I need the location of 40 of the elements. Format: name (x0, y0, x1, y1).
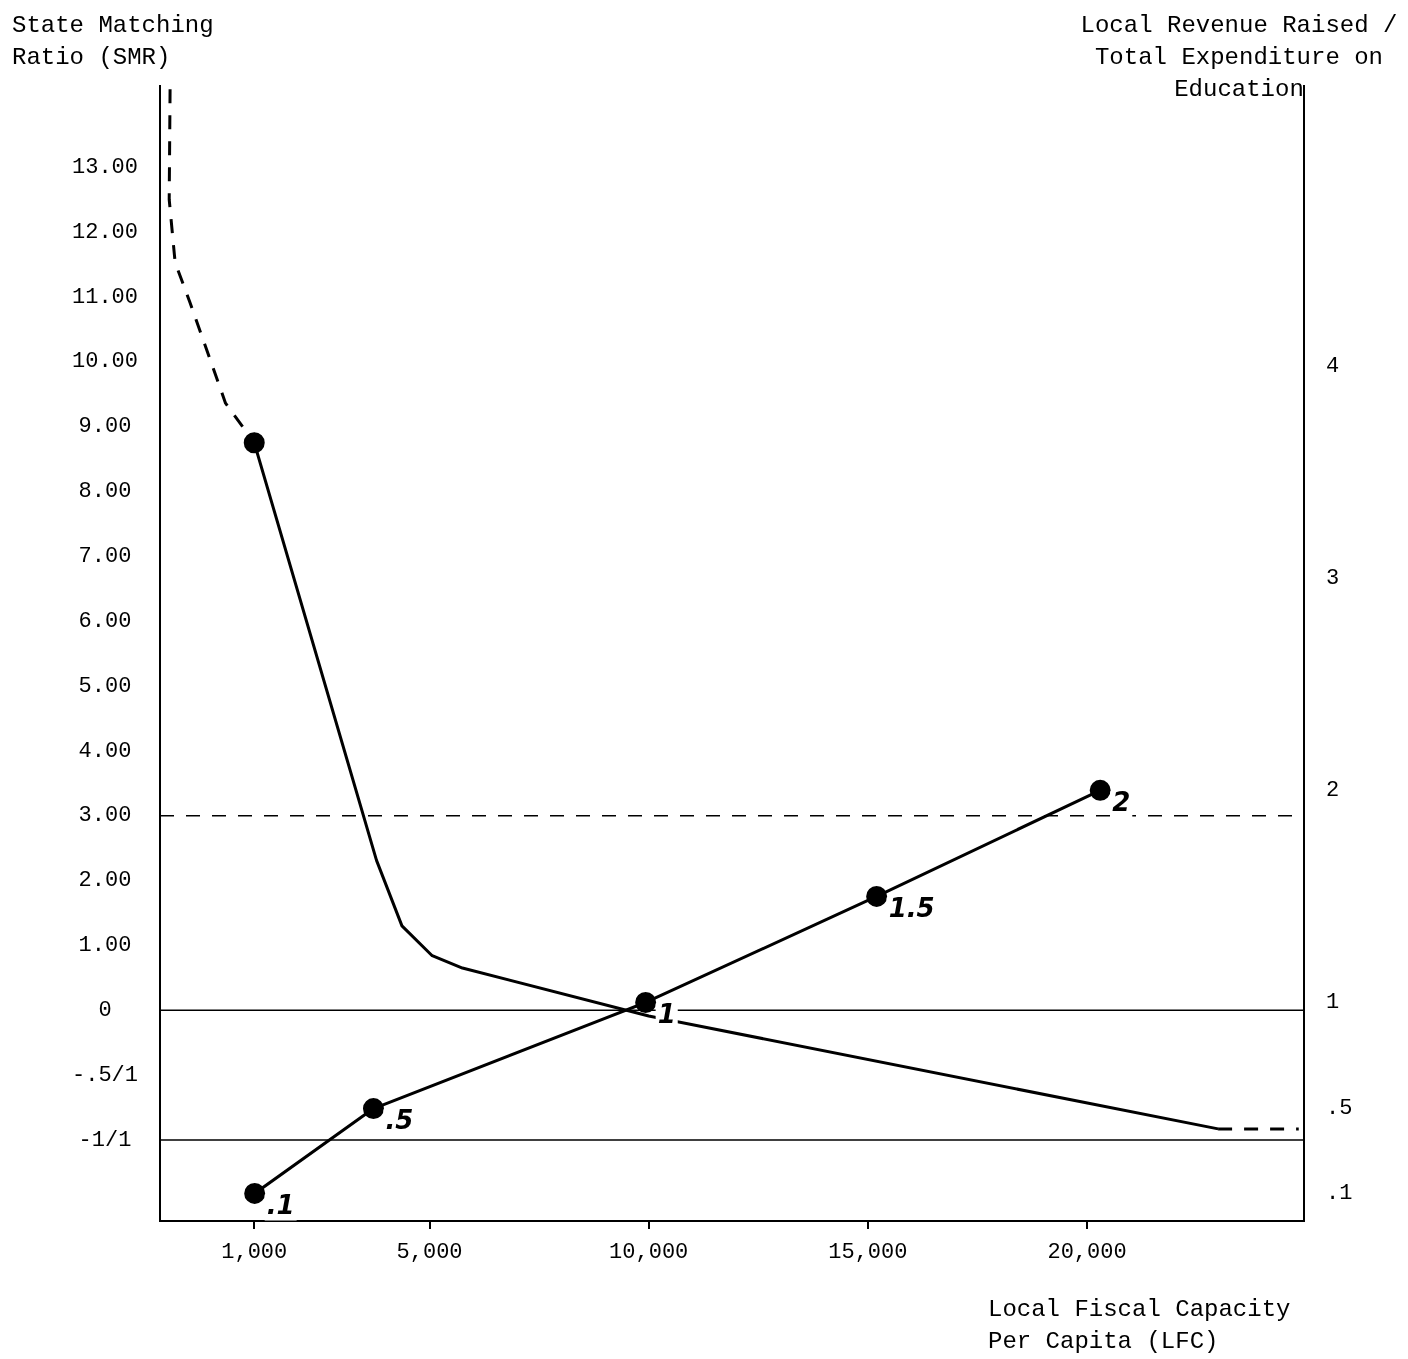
y-tick-label: 3.00 (78, 803, 132, 829)
y-axis-title: State Matching Ratio (SMR) (12, 11, 215, 73)
data-label: .1 (266, 1190, 295, 1221)
x-tick-label: 10,000 (609, 1240, 689, 1266)
y-tick-label: 7.00 (78, 544, 132, 570)
y-tick-label: 11.00 (71, 284, 138, 310)
point (1089, 779, 1111, 801)
y-tick-label: 8.00 (78, 479, 132, 505)
x-tick-label: 20,000 (1047, 1240, 1127, 1266)
y2-tick-label: 3 (1326, 566, 1340, 592)
data-label: 1.5 (888, 893, 935, 924)
x-tick-label: 15,000 (828, 1240, 908, 1266)
y-tick-label: 1.00 (78, 933, 132, 959)
y-tick-label: 2.00 (78, 868, 132, 894)
data-label: 1 (657, 999, 676, 1030)
x-tick-label: 1,000 (221, 1240, 288, 1266)
y-tick-label: 4.00 (78, 738, 132, 764)
y2-tick-label: .1 (1326, 1181, 1353, 1207)
y-tick-label: 12.00 (71, 219, 138, 245)
point (866, 885, 888, 907)
data-label: 2 (1112, 787, 1131, 818)
y-tick-label: 0 (98, 998, 112, 1024)
y-tick-label: 5.00 (78, 673, 132, 699)
y2-axis-title: Local Revenue Raised / Total Expenditure on Education (1079, 11, 1399, 105)
x-axis-title: Local Fiscal Capacity Per Capita (LFC) (988, 1295, 1292, 1357)
y-tick-label: 9.00 (78, 414, 132, 440)
y-tick-label: 6.00 (78, 608, 132, 634)
y-tick-label: -1/1 (78, 1127, 132, 1153)
y-tick-label: -.5/1 (71, 1062, 138, 1088)
y2-tick-label: 2 (1326, 778, 1340, 804)
y-tick-label: 10.00 (71, 349, 138, 375)
x-tick-label: 5,000 (396, 1240, 463, 1266)
y2-tick-label: .5 (1326, 1096, 1353, 1122)
y2-tick-label: 1 (1326, 990, 1340, 1016)
point (635, 991, 657, 1013)
point (362, 1098, 384, 1120)
y-tick-label: 13.00 (71, 154, 138, 180)
point (244, 1182, 266, 1204)
y2-tick-label: 4 (1326, 353, 1340, 379)
data-label: .5 (385, 1105, 414, 1136)
